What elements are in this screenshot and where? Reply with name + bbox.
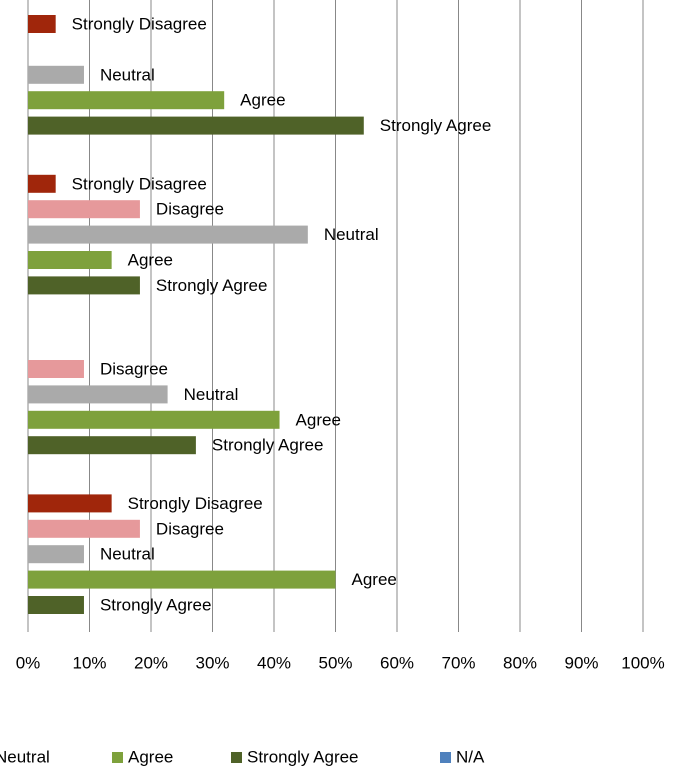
bar bbox=[28, 519, 140, 538]
data-label: Neutral bbox=[184, 385, 239, 404]
bar bbox=[28, 65, 84, 84]
bar bbox=[28, 570, 336, 589]
x-tick-label: 20% bbox=[134, 653, 168, 672]
bar bbox=[28, 596, 84, 614]
data-label: Strongly Disagree bbox=[72, 14, 207, 33]
legend-label: Neutral bbox=[0, 747, 50, 766]
data-label: Strongly Agree bbox=[212, 436, 324, 455]
x-tick-label: 10% bbox=[72, 653, 106, 672]
data-label: Strongly Agree bbox=[156, 276, 268, 295]
legend-label: Strongly Agree bbox=[247, 747, 359, 766]
x-tick-label: 70% bbox=[441, 653, 475, 672]
x-tick-label: 80% bbox=[503, 653, 537, 672]
bar bbox=[28, 276, 140, 295]
bar bbox=[28, 251, 112, 269]
x-tick-label: 50% bbox=[318, 653, 352, 672]
data-label: Strongly Disagree bbox=[128, 494, 263, 513]
data-label: Disagree bbox=[100, 359, 168, 378]
bar bbox=[28, 225, 308, 244]
x-tick-label: 30% bbox=[195, 653, 229, 672]
x-tick-label: 0% bbox=[16, 653, 41, 672]
data-label: Agree bbox=[128, 250, 173, 269]
data-label: Agree bbox=[296, 410, 341, 429]
data-label: Strongly Agree bbox=[380, 116, 492, 135]
x-tick-label: 100% bbox=[621, 653, 664, 672]
data-label: Disagree bbox=[156, 519, 224, 538]
bar bbox=[28, 410, 280, 429]
legend-label: N/A bbox=[456, 747, 485, 766]
data-label: Agree bbox=[352, 570, 397, 589]
bar bbox=[28, 15, 56, 33]
data-label: Neutral bbox=[324, 225, 379, 244]
data-label: Agree bbox=[240, 91, 285, 110]
data-label: Disagree bbox=[156, 200, 224, 219]
bar bbox=[28, 385, 168, 404]
x-tick-label: 90% bbox=[564, 653, 598, 672]
bar bbox=[28, 494, 112, 513]
bar bbox=[28, 436, 196, 455]
bar bbox=[28, 545, 84, 564]
legend-swatch bbox=[440, 752, 451, 763]
x-tick-label: 40% bbox=[257, 653, 291, 672]
bar bbox=[28, 200, 140, 219]
bar bbox=[28, 174, 56, 193]
bar bbox=[28, 360, 84, 378]
legend-swatch bbox=[112, 752, 123, 763]
bar bbox=[28, 116, 364, 135]
data-label: Neutral bbox=[100, 545, 155, 564]
x-tick-label: 60% bbox=[380, 653, 414, 672]
legend-label: Agree bbox=[128, 747, 173, 766]
data-label: Neutral bbox=[100, 65, 155, 84]
data-label: Strongly Disagree bbox=[72, 174, 207, 193]
legend-swatch bbox=[231, 752, 242, 763]
bar bbox=[28, 91, 225, 110]
data-label: Strongly Agree bbox=[100, 595, 212, 614]
